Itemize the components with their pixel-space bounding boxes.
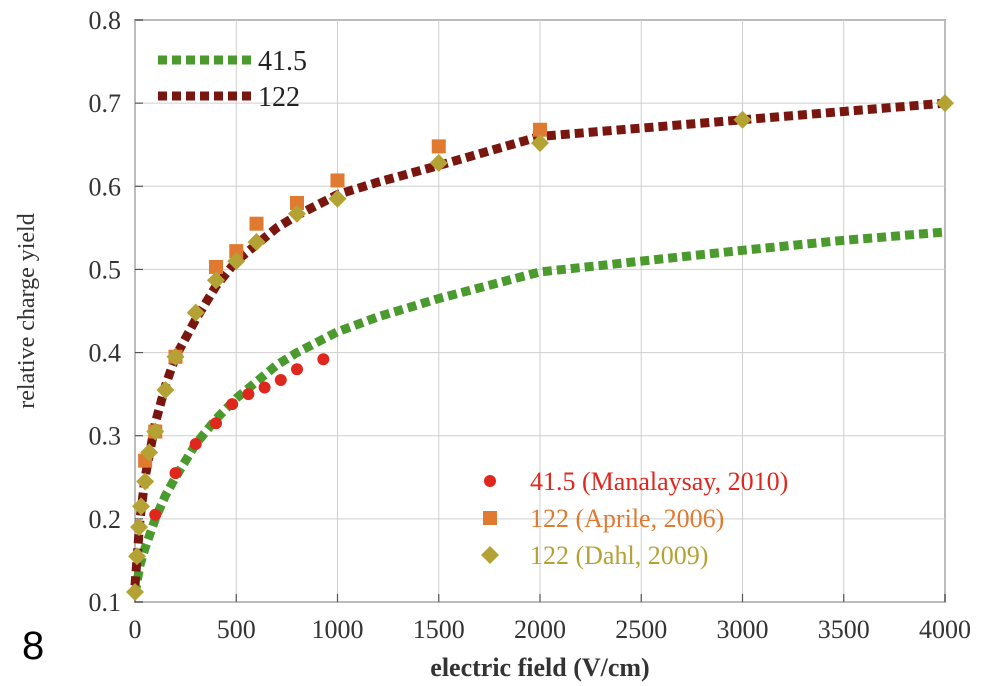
data-point-dahl [126,583,144,602]
x-tick-label: 1000 [312,615,364,644]
data-point-dahl [132,497,151,516]
data-point-aprile [249,216,264,231]
data-point-dahl [531,134,549,153]
y-tick-label: 0.2 [89,505,122,534]
data-point-dahl [288,204,306,223]
y-axis-label: relative charge yield [14,213,40,408]
y-tick-label: 0.3 [89,422,122,451]
data-point-dahl [128,547,147,566]
legend-marker [484,475,496,487]
x-tick-label: 1500 [413,615,465,644]
y-tick-label: 0.8 [89,6,122,35]
legend-top: 41.5 122 [158,46,307,113]
data-point-dahl [733,110,752,129]
data-point-dahl [328,189,347,208]
data-point-dahl [227,252,246,271]
legend-label: 122 [258,82,300,113]
data-point-aprile [209,259,223,274]
legend-bottom: 41.5 (Manalaysay, 2010) 122 (Aprile, 2006… [481,467,788,570]
data-point-aprile [431,139,446,154]
model-curves [130,98,946,595]
data-point-manalaysay [210,417,222,430]
data-point-manalaysay [291,363,303,376]
measured-points [126,94,954,602]
data-point-manalaysay [226,398,239,411]
x-tick-label: 2500 [615,615,667,644]
legend-label: 41.5 (Manalaysay, 2010) [530,467,788,496]
data-point-aprile [533,122,547,137]
legend-label: 122 (Aprile, 2006) [530,504,724,533]
data-point-dahl [247,232,266,251]
x-tick-label: 4000 [919,615,971,644]
data-point-aprile [330,173,345,188]
x-tick-label: 500 [217,615,256,644]
data-point-manalaysay [189,438,202,451]
data-point-manalaysay [169,467,182,480]
data-point-manalaysay [274,374,287,387]
data-point-dahl [130,518,149,537]
data-point-manalaysay [258,381,271,394]
data-point-dahl [429,154,448,173]
legend-marker [483,511,497,525]
data-point-manalaysay [317,353,330,366]
y-tick-label: 0.5 [89,255,122,284]
slide-number: 8 [22,624,45,668]
data-point-dahl [146,422,165,441]
data-point-dahl [936,94,954,113]
y-tick-label: 0.1 [89,588,122,617]
x-tick-label: 3500 [818,615,870,644]
data-point-dahl [140,443,159,462]
x-tick-label: 3000 [717,615,769,644]
axis-ticks: 0 500 1000 1500 2000 2500 3000 3500 4000 0.1 0.2 0.… [89,6,972,644]
x-tick-label: 2000 [514,615,566,644]
legend-label: 41.5 [258,46,307,77]
data-point-dahl [136,472,155,491]
legend-marker [481,546,499,564]
data-point-manalaysay [149,508,162,521]
data-point-aprile [290,195,304,210]
y-tick-label: 0.6 [89,172,122,201]
x-axis-label: electric field (V/cm) [430,653,649,682]
data-point-aprile [229,244,244,259]
data-point-dahl [156,380,175,399]
curve-122 [130,98,946,586]
y-tick-label: 0.7 [89,89,122,118]
y-tick-label: 0.4 [89,339,122,368]
data-point-dahl [186,303,205,322]
data-point-dahl [207,271,225,290]
data-point-manalaysay [242,388,255,401]
legend-label: 122 (Dahl, 2009) [530,541,708,570]
data-point-dahl [166,347,185,366]
x-tick-label: 0 [129,615,142,644]
